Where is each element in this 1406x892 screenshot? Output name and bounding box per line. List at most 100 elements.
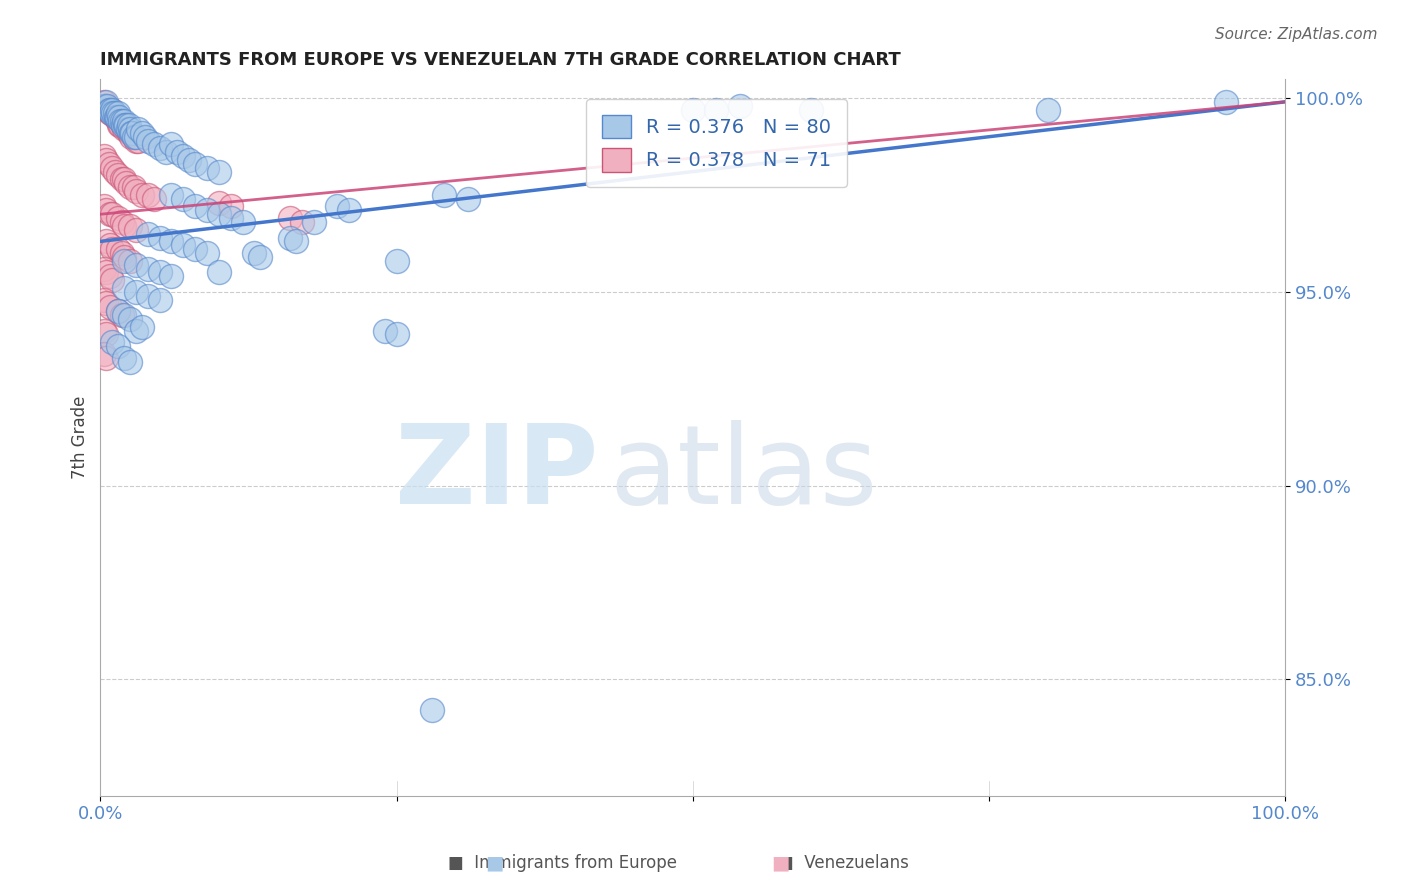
Point [111, 114, 134, 128]
Text: IMMIGRANTS FROM EUROPE VS VENEZUELAN 7TH GRADE CORRELATION CHART: IMMIGRANTS FROM EUROPE VS VENEZUELAN 7TH… [100, 51, 901, 69]
Point [114, 118, 136, 132]
Point [97, 157, 120, 171]
Text: ZIP: ZIP [395, 419, 598, 526]
Point [112, 114, 135, 128]
Point [93, 95, 115, 109]
Point [131, 187, 153, 202]
Point [93, 347, 115, 361]
Point [457, 192, 479, 206]
Point [118, 219, 141, 233]
Point [111, 215, 134, 229]
Point [107, 304, 129, 318]
Point [96, 99, 118, 113]
Point [112, 253, 135, 268]
Point [115, 122, 138, 136]
Text: ■: ■ [485, 854, 505, 872]
Point [93, 200, 115, 214]
Point [101, 103, 124, 117]
Point [103, 164, 125, 178]
Point [96, 327, 118, 342]
Point [219, 211, 242, 226]
Point [125, 285, 148, 299]
Point [326, 200, 349, 214]
Point [160, 235, 183, 249]
Point [115, 118, 138, 132]
Point [125, 134, 148, 148]
Point [131, 319, 153, 334]
Point [385, 253, 408, 268]
Point [184, 200, 207, 214]
Point [120, 129, 142, 144]
Point [98, 300, 121, 314]
Point [107, 339, 129, 353]
Point [98, 207, 121, 221]
Point [136, 227, 159, 241]
Point [142, 137, 165, 152]
Point [160, 187, 183, 202]
Point [107, 242, 129, 256]
Point [1038, 103, 1060, 117]
Point [111, 114, 134, 128]
Point [125, 324, 148, 338]
Point [107, 304, 129, 318]
Point [96, 95, 118, 109]
Point [249, 250, 271, 264]
Point [118, 312, 141, 326]
Point [101, 103, 124, 117]
Point [172, 192, 194, 206]
Point [125, 223, 148, 237]
Point [110, 114, 132, 128]
Point [160, 137, 183, 152]
Point [110, 118, 132, 132]
Point [117, 122, 139, 136]
Point [107, 106, 129, 120]
Point [107, 114, 129, 128]
Point [184, 157, 207, 171]
Point [243, 246, 266, 260]
Point [682, 103, 704, 117]
Point [302, 215, 325, 229]
Point [105, 111, 128, 125]
Point [103, 106, 125, 120]
Point [93, 149, 115, 163]
Point [179, 153, 201, 167]
Y-axis label: 7th Grade: 7th Grade [72, 395, 89, 479]
Point [111, 308, 134, 322]
Point [108, 111, 131, 125]
Point [111, 246, 134, 260]
Point [172, 238, 194, 252]
Point [122, 180, 145, 194]
Point [98, 106, 121, 120]
Point [172, 149, 194, 163]
Point [420, 703, 443, 717]
Point [122, 129, 145, 144]
Point [96, 296, 118, 310]
Point [100, 106, 122, 120]
Point [105, 111, 128, 125]
Point [112, 351, 135, 365]
Point [94, 99, 117, 113]
Point [195, 246, 218, 260]
Point [112, 122, 135, 136]
Point [101, 335, 124, 350]
Text: Source: ZipAtlas.com: Source: ZipAtlas.com [1215, 27, 1378, 42]
Point [98, 238, 121, 252]
Point [104, 111, 127, 125]
Point [195, 203, 218, 218]
Point [115, 176, 138, 190]
Point [96, 153, 118, 167]
Point [149, 265, 172, 279]
Point [134, 129, 156, 144]
Point [96, 103, 118, 117]
Point [208, 265, 231, 279]
Point [97, 103, 120, 117]
Point [121, 126, 143, 140]
Point [136, 261, 159, 276]
Point [107, 169, 129, 183]
Point [120, 126, 142, 140]
Point [125, 129, 148, 144]
Point [101, 273, 124, 287]
Point [433, 187, 456, 202]
Point [96, 235, 118, 249]
Point [142, 192, 165, 206]
